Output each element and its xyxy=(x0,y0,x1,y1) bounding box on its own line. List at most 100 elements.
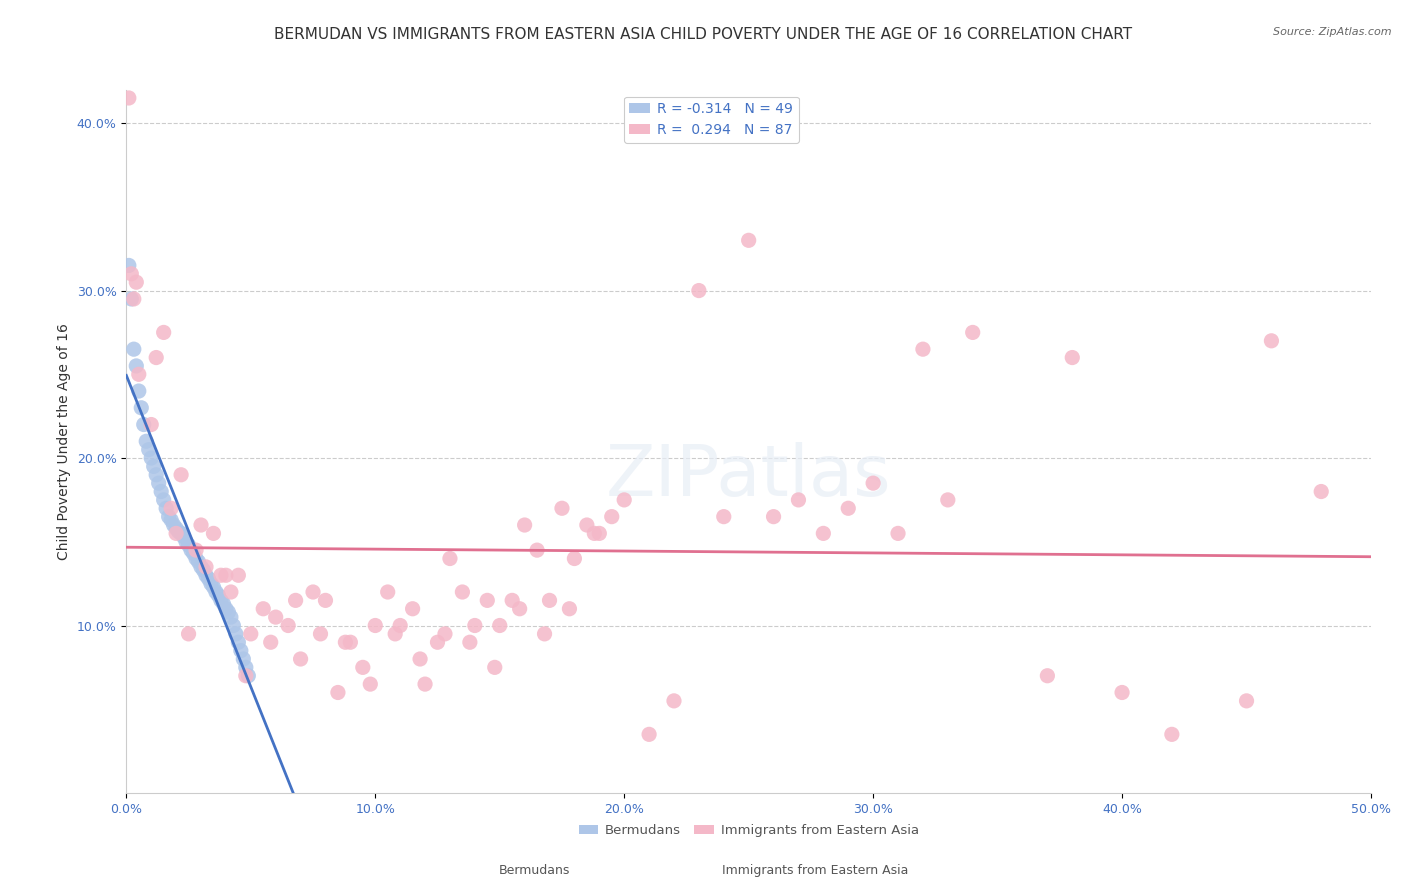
Point xyxy=(509,601,531,615)
Point xyxy=(451,585,474,599)
Point xyxy=(184,543,207,558)
Point xyxy=(155,501,177,516)
Point xyxy=(513,518,536,533)
Point xyxy=(558,601,581,615)
Point xyxy=(148,476,170,491)
Point xyxy=(120,292,142,306)
Point xyxy=(302,585,325,599)
Point xyxy=(162,518,184,533)
Point xyxy=(232,652,254,666)
Point xyxy=(217,605,239,619)
Point xyxy=(501,593,523,607)
Point xyxy=(1036,669,1059,683)
Point xyxy=(364,618,387,632)
Point xyxy=(384,627,406,641)
Point xyxy=(118,259,141,273)
Point xyxy=(264,610,287,624)
Point xyxy=(160,513,183,527)
Point xyxy=(170,526,193,541)
Point xyxy=(209,568,232,582)
Point xyxy=(219,610,242,624)
Point xyxy=(187,555,209,569)
Point xyxy=(1260,334,1282,348)
Point xyxy=(662,694,685,708)
Point xyxy=(190,560,212,574)
Point xyxy=(129,401,152,415)
Point xyxy=(613,492,636,507)
Point xyxy=(170,467,193,482)
Point xyxy=(477,593,499,607)
Point xyxy=(215,568,238,582)
Point xyxy=(911,342,934,356)
Y-axis label: Child Poverty Under the Age of 16: Child Poverty Under the Age of 16 xyxy=(58,323,72,559)
Point xyxy=(128,384,150,398)
Point xyxy=(284,593,307,607)
Point xyxy=(533,627,555,641)
Point xyxy=(352,660,374,674)
Point xyxy=(638,727,661,741)
Point xyxy=(688,284,710,298)
Text: Bermudans: Bermudans xyxy=(499,864,569,877)
Point xyxy=(145,351,167,365)
Point xyxy=(202,526,225,541)
Point xyxy=(277,618,299,632)
Point xyxy=(138,442,160,457)
Point xyxy=(225,627,247,641)
Point xyxy=(962,326,984,340)
Point xyxy=(235,660,257,674)
Point xyxy=(125,359,148,373)
Text: Source: ZipAtlas.com: Source: ZipAtlas.com xyxy=(1274,27,1392,37)
Point xyxy=(389,618,412,632)
Point xyxy=(173,530,195,544)
Point xyxy=(190,518,212,533)
Legend: Bermudans, Immigrants from Eastern Asia: Bermudans, Immigrants from Eastern Asia xyxy=(574,819,924,843)
Point xyxy=(433,627,456,641)
Text: BERMUDAN VS IMMIGRANTS FROM EASTERN ASIA CHILD POVERTY UNDER THE AGE OF 16 CORRE: BERMUDAN VS IMMIGRANTS FROM EASTERN ASIA… xyxy=(274,27,1132,42)
Point xyxy=(165,521,187,535)
Point xyxy=(359,677,381,691)
Point xyxy=(183,547,205,561)
Point xyxy=(526,543,548,558)
Point xyxy=(118,91,141,105)
Point xyxy=(762,509,785,524)
Point xyxy=(195,568,218,582)
Point xyxy=(583,526,606,541)
Point xyxy=(184,551,207,566)
Point xyxy=(309,627,332,641)
Point xyxy=(339,635,361,649)
Point xyxy=(326,685,349,699)
Point xyxy=(125,275,148,289)
Point xyxy=(813,526,835,541)
Point xyxy=(439,551,461,566)
Point xyxy=(122,292,145,306)
Point xyxy=(215,601,238,615)
Point xyxy=(862,476,884,491)
Point xyxy=(219,585,242,599)
Point xyxy=(575,518,598,533)
Point xyxy=(212,597,235,611)
Point xyxy=(484,660,506,674)
Point xyxy=(207,588,229,602)
Point xyxy=(228,568,250,582)
Point xyxy=(174,534,197,549)
Point xyxy=(1310,484,1333,499)
Point xyxy=(132,417,155,432)
Point xyxy=(135,434,157,449)
Point xyxy=(464,618,486,632)
Point xyxy=(195,560,218,574)
Point xyxy=(128,368,150,382)
Point xyxy=(141,450,163,465)
Point xyxy=(401,601,423,615)
Point xyxy=(538,593,561,607)
Point xyxy=(335,635,357,649)
Point xyxy=(426,635,449,649)
Point xyxy=(837,501,859,516)
Point xyxy=(413,677,436,691)
Point xyxy=(936,492,959,507)
Point xyxy=(202,580,225,594)
Point xyxy=(1111,685,1133,699)
Point xyxy=(152,492,174,507)
Point xyxy=(197,572,219,586)
Point xyxy=(167,524,190,539)
Point xyxy=(228,635,250,649)
